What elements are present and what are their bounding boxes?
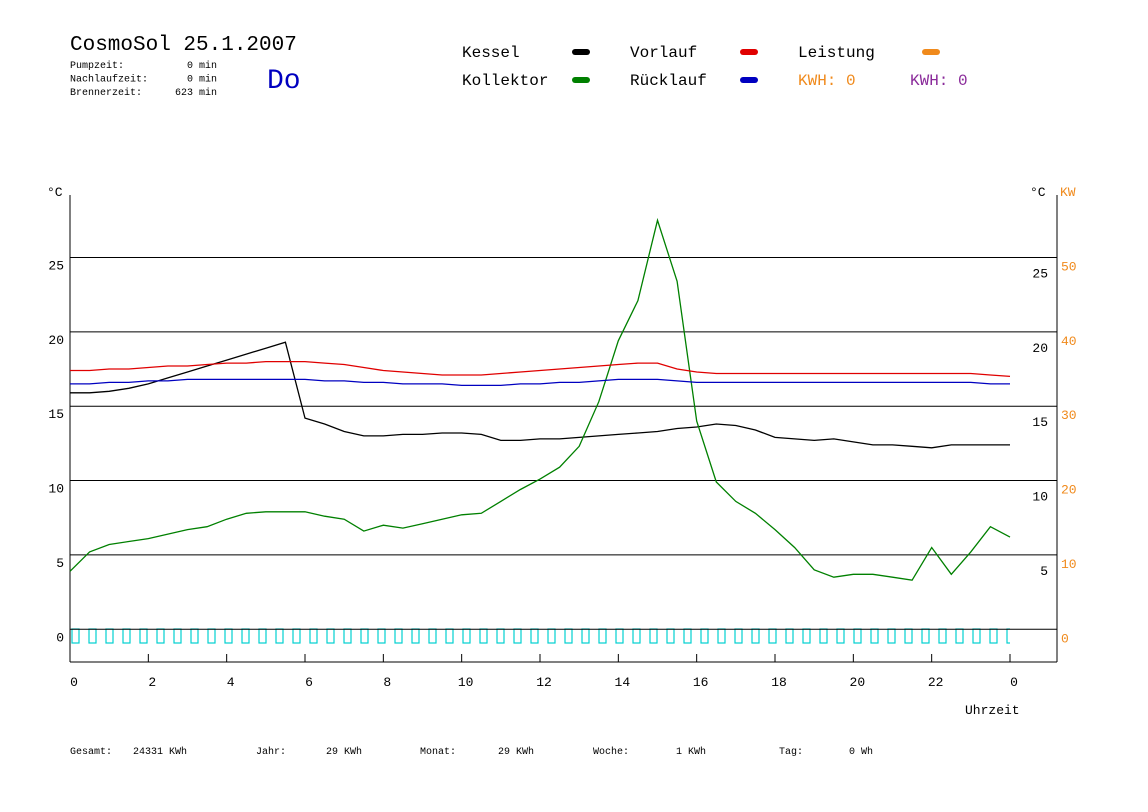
- x-tick-label: 10: [458, 675, 474, 690]
- stat-label: Pumpzeit:: [70, 60, 124, 72]
- x-tick-label: 4: [227, 675, 235, 690]
- legend-marker: [740, 77, 758, 83]
- x-tick-label: 18: [771, 675, 787, 690]
- y2-axis-label: KW: [1060, 185, 1076, 200]
- x-tick-label: 8: [383, 675, 391, 690]
- x-tick-label: 22: [928, 675, 944, 690]
- legend-marker: [572, 49, 590, 55]
- footer-value: 24331 KWh: [133, 746, 187, 758]
- x-tick-label: 0: [70, 675, 78, 690]
- y2-tick-label: 20: [1061, 483, 1077, 498]
- x-tick-label: 16: [693, 675, 709, 690]
- x-tick-label: 12: [536, 675, 552, 690]
- x-axis-label: Uhrzeit: [965, 703, 1020, 718]
- y-tick-label-right: 15: [1032, 415, 1048, 430]
- day: Do: [267, 66, 301, 97]
- stat-label: Brennerzeit:: [70, 87, 142, 99]
- footer-label: Jahr:: [256, 746, 286, 758]
- series-line: [70, 341, 1010, 449]
- y-tick-label-right: 5: [1040, 564, 1048, 579]
- y2-tick-label: 0: [1061, 631, 1069, 646]
- footer-value: 29 KWh: [326, 746, 362, 758]
- legend-marker: [922, 49, 940, 55]
- x-tick-label: 2: [148, 675, 156, 690]
- kwh-label: KWH: 0: [910, 72, 968, 90]
- y-tick-label-right: 10: [1032, 490, 1048, 505]
- footer-value: 29 KWh: [498, 746, 534, 758]
- series-line: [70, 360, 1011, 378]
- y2-tick-label: 40: [1061, 334, 1077, 349]
- legend-label: Vorlauf: [630, 44, 697, 62]
- footer-label: Monat:: [420, 747, 456, 758]
- x-tick-label: 14: [615, 675, 631, 690]
- legend-label: Kessel: [462, 44, 520, 62]
- y-tick-label: 15: [48, 407, 64, 422]
- x-tick-label: 0: [1010, 675, 1018, 690]
- legend-marker: [572, 77, 590, 83]
- stat-value: 0 min: [187, 74, 217, 86]
- y-tick-label: 10: [48, 482, 64, 497]
- y2-tick-label: 10: [1061, 557, 1077, 572]
- footer-label: Tag:: [779, 747, 803, 758]
- y-tick-label: 5: [56, 556, 64, 571]
- y-tick-label-right: 25: [1032, 266, 1048, 281]
- series-line: [70, 378, 1010, 387]
- y-axis-label: °C: [47, 185, 63, 200]
- y-tick-label: 25: [48, 258, 64, 273]
- series-line: [69, 217, 1011, 581]
- footer-value: 1 KWh: [676, 746, 706, 758]
- legend-label: Rücklauf: [630, 72, 707, 90]
- legend-label: Leistung: [798, 44, 875, 62]
- x-tick-label: 6: [305, 675, 313, 690]
- stat-label: Nachlaufzeit:: [70, 74, 148, 86]
- title: CosmoSol 25.1.2007: [70, 34, 297, 57]
- footer-value: 0 Wh: [849, 746, 873, 758]
- kwh-label: KWH: 0: [798, 72, 856, 90]
- y-axis-label-right: °C: [1030, 185, 1046, 200]
- y-tick-label: 20: [48, 333, 64, 348]
- y2-tick-label: 30: [1061, 408, 1077, 423]
- pump-strip: [70, 627, 1010, 647]
- x-tick-label: 20: [850, 675, 866, 690]
- stat-value: 623 min: [175, 87, 217, 99]
- legend-marker: [740, 49, 758, 55]
- y2-tick-label: 50: [1061, 259, 1077, 274]
- y-tick-label-right: 20: [1032, 341, 1048, 356]
- legend-label: Kollektor: [462, 72, 548, 90]
- footer-label: Woche:: [593, 746, 629, 758]
- footer-label: Gesamt:: [70, 747, 112, 758]
- stat-value: 0 min: [187, 60, 217, 72]
- y-tick-label: 0: [56, 630, 64, 645]
